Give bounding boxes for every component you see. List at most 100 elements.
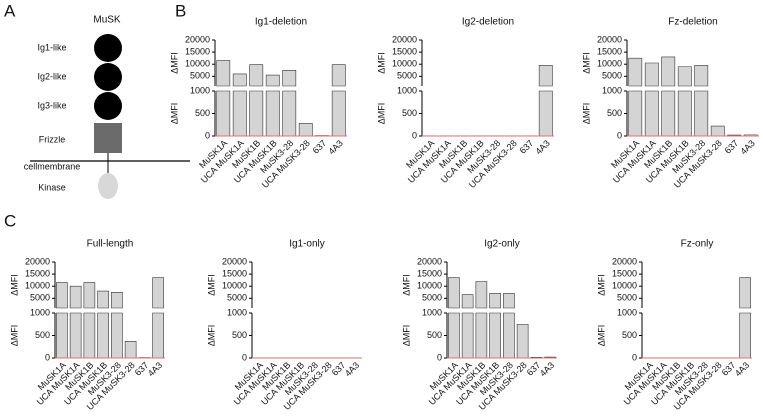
bar xyxy=(265,74,280,137)
y-tick-label: 500 xyxy=(622,330,637,340)
y-tick-label: 500 xyxy=(402,108,417,118)
bar-chart: Ig2-only ΔMFI ΔMFI 5000 10000 15000 20000 0 500 1… xyxy=(401,239,557,412)
y-tick-label: 10000 xyxy=(392,59,417,69)
y-tick-label: 5000 xyxy=(190,71,210,81)
y-tick-label: 5000 xyxy=(30,293,50,303)
chart-title: Ig1-deletion xyxy=(255,17,307,28)
chart-title: Fz-only xyxy=(681,239,714,250)
y-tick-label: 20000 xyxy=(185,34,210,44)
y-axis-label: ΔMFI xyxy=(401,274,411,296)
bar-chart: Full-length ΔMFI ΔMFI 5000 10000 15000 20000 0 5… xyxy=(9,239,165,412)
chart-title: Ig2-deletion xyxy=(462,17,514,28)
bar xyxy=(516,323,529,359)
y-axis-label: ΔMFI xyxy=(169,52,179,74)
panel-label: A xyxy=(4,1,16,20)
y-axis-label: ΔMFI xyxy=(581,103,591,125)
chart-title: Ig2-only xyxy=(484,239,520,250)
y-axis-label: ΔMFI xyxy=(9,325,19,347)
bar xyxy=(661,56,676,137)
bar xyxy=(69,285,82,359)
y-tick-label: 500 xyxy=(232,330,247,340)
bar-chart: Ig1-deletion ΔMFI ΔMFI 5000 10000 15000 20000 0… xyxy=(169,17,347,190)
bar xyxy=(694,65,709,137)
x-tick-label: 4A3 xyxy=(738,138,756,156)
y-tick-label: 15000 xyxy=(597,46,622,56)
y-tick-label: 15000 xyxy=(417,268,442,278)
y-tick-label: 1000 xyxy=(227,307,247,317)
y-tick-label: 20000 xyxy=(417,256,442,266)
y-tick-label: 10000 xyxy=(612,281,637,291)
y-axis-label: ΔMFI xyxy=(376,103,386,125)
y-axis-label: ΔMFI xyxy=(581,52,591,74)
chart-title: Full-length xyxy=(87,239,134,250)
bar xyxy=(232,73,247,137)
bar xyxy=(628,57,643,137)
bar xyxy=(249,64,264,137)
diagram-title: MuSK xyxy=(93,15,121,26)
y-tick-label: 20000 xyxy=(392,34,417,44)
x-tick-label: 4A3 xyxy=(343,360,361,378)
y-tick-label: 1000 xyxy=(602,85,622,95)
y-tick-label: 5000 xyxy=(422,293,442,303)
y-tick-label: 0 xyxy=(242,352,247,362)
bar xyxy=(97,290,109,359)
y-tick-label: 500 xyxy=(427,330,442,340)
bar xyxy=(124,341,137,359)
x-tick-label: 4A3 xyxy=(326,138,344,156)
domain-label: Ig1-like xyxy=(37,42,66,52)
y-tick-label: 0 xyxy=(205,130,210,140)
bar-chart: Ig1-only ΔMFI ΔMFI 5000 10000 15000 20000 0 500 1… xyxy=(206,239,362,412)
bar xyxy=(111,291,123,359)
y-tick-label: 5000 xyxy=(227,293,247,303)
y-tick-label: 10000 xyxy=(222,281,247,291)
bar xyxy=(475,281,488,359)
bar xyxy=(644,62,659,137)
y-tick-label: 5000 xyxy=(617,293,637,303)
y-axis-label: ΔMFI xyxy=(9,274,19,296)
y-tick-label: 1000 xyxy=(190,85,210,95)
bar xyxy=(489,293,501,359)
y-tick-label: 500 xyxy=(195,108,210,118)
y-tick-label: 20000 xyxy=(612,256,637,266)
y-axis-label: ΔMFI xyxy=(206,274,216,296)
y-tick-label: 0 xyxy=(412,130,417,140)
bar-chart: Ig2-deletion ΔMFI ΔMFI 5000 10000 15000 20000 0… xyxy=(376,17,554,190)
y-tick-label: 1000 xyxy=(422,307,442,317)
y-tick-label: 1000 xyxy=(397,85,417,95)
bar xyxy=(710,125,725,137)
panel-label: C xyxy=(4,211,16,230)
y-axis-label: ΔMFI xyxy=(401,325,411,347)
y-tick-label: 1000 xyxy=(30,307,50,317)
y-tick-label: 5000 xyxy=(602,71,622,81)
y-tick-label: 15000 xyxy=(185,46,210,56)
bar-chart: Fz-only ΔMFI ΔMFI 5000 10000 15000 20000 0 500 10… xyxy=(596,239,752,412)
x-tick-label: 4A3 xyxy=(533,138,551,156)
y-tick-label: 20000 xyxy=(222,256,247,266)
bar xyxy=(152,277,164,359)
x-tick-label: 4A3 xyxy=(146,360,164,378)
y-tick-label: 20000 xyxy=(25,256,50,266)
y-tick-label: 5000 xyxy=(397,71,417,81)
x-tick-label: 637 xyxy=(723,138,741,156)
y-axis-label: ΔMFI xyxy=(596,274,606,296)
bar xyxy=(448,277,460,359)
musk-diagram: MuSK Ig1-like Ig2-like Ig3-like Frizzle … xyxy=(24,15,190,199)
domain-label: Ig3-like xyxy=(37,100,66,110)
x-tick-label: 637 xyxy=(518,138,536,156)
y-axis-label: ΔMFI xyxy=(376,52,386,74)
y-tick-label: 1000 xyxy=(617,307,637,317)
y-axis-label: ΔMFI xyxy=(206,325,216,347)
y-tick-label: 0 xyxy=(45,352,50,362)
bar xyxy=(739,277,751,359)
x-tick-label: 4A3 xyxy=(733,360,751,378)
bar-chart: Fz-deletion ΔMFI ΔMFI 5000 10000 15000 20000 0 5… xyxy=(581,17,759,190)
membrane-label: cellmembrane xyxy=(24,161,81,171)
y-tick-label: 500 xyxy=(607,108,622,118)
bar xyxy=(282,69,297,137)
kinase-domain xyxy=(98,173,118,199)
bar xyxy=(298,123,313,137)
ig3-domain xyxy=(94,92,122,120)
bar xyxy=(461,294,474,359)
bar xyxy=(503,293,515,359)
